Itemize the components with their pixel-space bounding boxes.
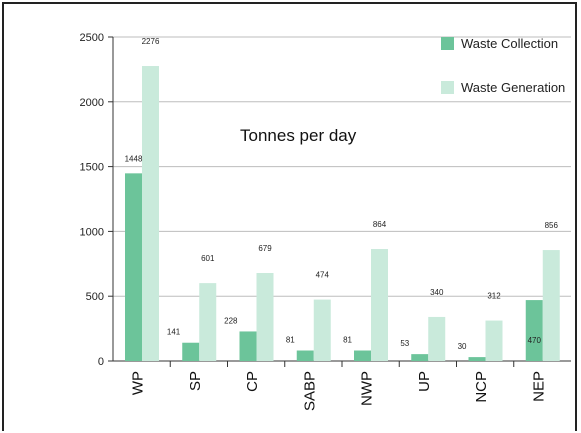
data-label: 228: [224, 316, 238, 325]
category-label: UP: [416, 371, 433, 392]
y-tick-label: 500: [86, 291, 104, 303]
legend-swatch: [441, 37, 454, 50]
data-label: 53: [400, 339, 409, 348]
category-label: SABP: [301, 371, 318, 411]
legend-label: Waste Generation: [461, 80, 565, 95]
category-label: SP: [187, 371, 204, 391]
y-tick-label: 1000: [80, 226, 104, 238]
data-label: 864: [373, 220, 387, 229]
y-tick-label: 1500: [80, 162, 104, 174]
data-label: 312: [487, 292, 501, 301]
category-label: WP: [130, 371, 147, 395]
category-label: NWP: [359, 371, 376, 406]
data-label: 679: [258, 244, 272, 253]
bar-waste-collection: [525, 300, 543, 361]
bar-waste-collection: [411, 354, 429, 361]
bar-waste-collection: [125, 173, 142, 361]
bar-waste-generation: [371, 249, 388, 361]
bar-waste-collection: [296, 350, 314, 361]
data-label: 470: [528, 336, 542, 345]
y-tick-label: 2500: [80, 32, 104, 44]
gridlines: [113, 36, 571, 297]
data-label: 601: [201, 254, 215, 263]
category-label: NCP: [473, 371, 490, 403]
category-label: NEP: [530, 371, 547, 402]
legend: Waste Collection Waste Generation: [441, 36, 565, 95]
data-label: 1448: [125, 154, 143, 163]
data-label: 474: [316, 271, 330, 280]
category-label: CP: [244, 371, 261, 392]
bar-waste-collection: [354, 350, 371, 361]
y-tick-label: 0: [98, 356, 104, 368]
chart-subtitle: Tonnes per day: [240, 126, 357, 145]
data-labels: 1448 2276 141 601 228 679 81 474 81 864 53 340 30 312…: [125, 37, 559, 351]
data-label: 2276: [142, 37, 160, 46]
legend-swatch: [441, 81, 454, 94]
bar-waste-generation: [142, 66, 159, 362]
data-label: 81: [343, 336, 352, 345]
data-label: 340: [430, 288, 444, 297]
bar-waste-generation: [485, 320, 503, 361]
data-label: 30: [458, 342, 467, 351]
bar-waste-generation: [542, 250, 560, 361]
bar-waste-generation: [199, 283, 217, 361]
data-label: 141: [167, 328, 181, 337]
bar-waste-collection: [239, 331, 257, 361]
bar-waste-generation: [256, 273, 274, 361]
legend-label: Waste Collection: [461, 36, 558, 51]
y-tick-label: 2000: [80, 97, 104, 109]
bar-waste-generation: [313, 299, 331, 361]
data-label: 856: [545, 221, 559, 230]
bar-waste-collection: [182, 342, 200, 361]
data-label: 81: [286, 336, 295, 345]
bar-waste-collection: [468, 357, 486, 361]
bars: [125, 66, 560, 362]
bar-waste-generation: [428, 316, 446, 361]
